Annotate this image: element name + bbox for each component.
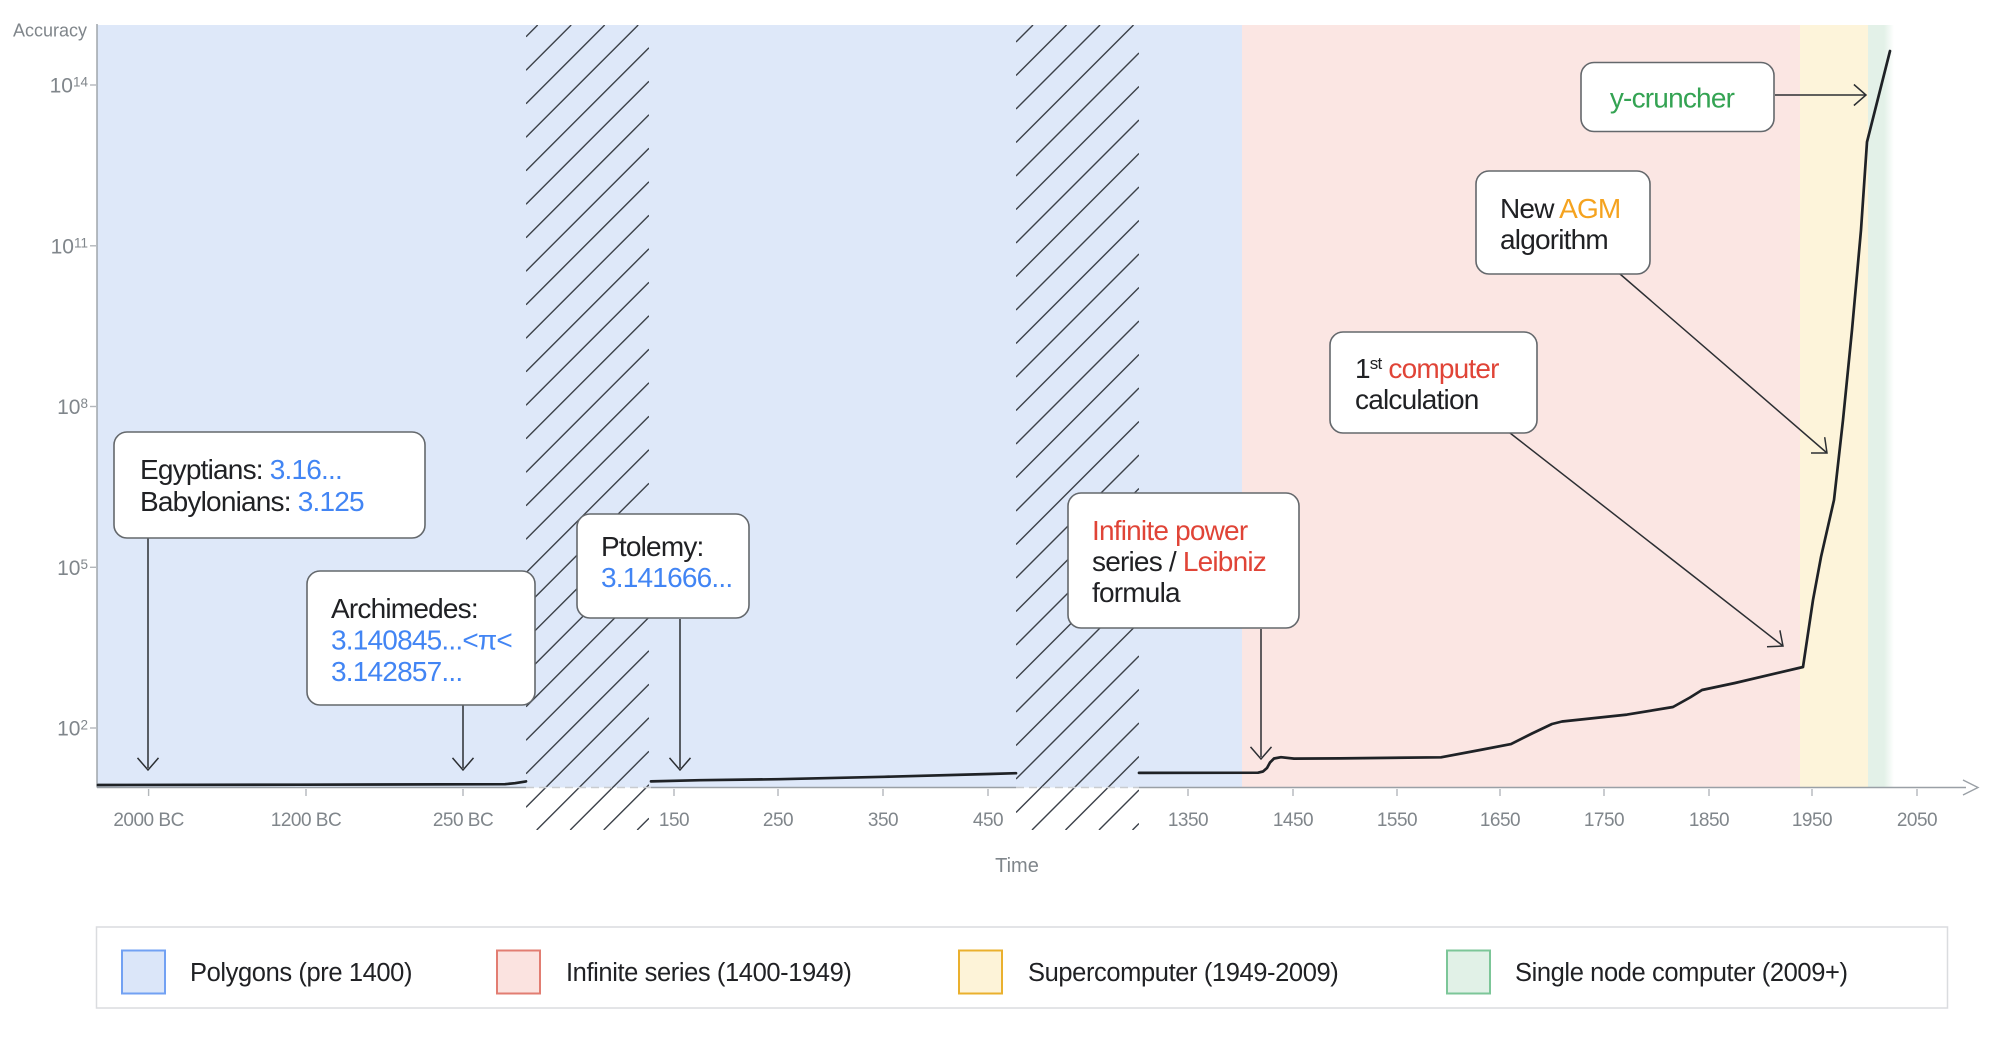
svg-text:2000 BC: 2000 BC [113, 810, 183, 831]
svg-text:Polygons (pre 1400): Polygons (pre 1400) [190, 959, 412, 987]
svg-text:105: 105 [57, 557, 88, 580]
svg-text:New AGM: New AGM [1500, 193, 1620, 224]
svg-text:1st computer: 1st computer [1355, 353, 1499, 384]
svg-text:3.142857...: 3.142857... [331, 656, 462, 687]
svg-text:Supercomputer (1949-2009): Supercomputer (1949-2009) [1028, 959, 1338, 987]
svg-text:formula: formula [1092, 577, 1181, 608]
svg-text:1200 BC: 1200 BC [271, 810, 341, 831]
svg-text:3.141666...: 3.141666... [601, 562, 732, 593]
svg-text:1950: 1950 [1792, 810, 1832, 831]
svg-text:Time: Time [995, 855, 1039, 877]
svg-text:250 BC: 250 BC [433, 810, 493, 831]
svg-text:Babylonians: 3.125: Babylonians: 3.125 [140, 486, 364, 517]
svg-text:1350: 1350 [1168, 810, 1208, 831]
svg-text:1750: 1750 [1584, 810, 1624, 831]
svg-text:350: 350 [868, 810, 898, 831]
svg-text:Single node computer (2009+): Single node computer (2009+) [1515, 959, 1848, 987]
svg-text:Egyptians: 3.16...: Egyptians: 3.16... [140, 454, 342, 485]
svg-text:1850: 1850 [1689, 810, 1729, 831]
svg-text:150: 150 [659, 810, 689, 831]
svg-text:algorithm: algorithm [1500, 224, 1608, 255]
svg-text:Infinite power: Infinite power [1092, 515, 1248, 546]
svg-text:Infinite series (1400-1949): Infinite series (1400-1949) [566, 959, 851, 987]
svg-text:1650: 1650 [1480, 810, 1520, 831]
svg-text:1450: 1450 [1273, 810, 1313, 831]
svg-text:250: 250 [763, 810, 793, 831]
svg-text:1550: 1550 [1377, 810, 1417, 831]
svg-text:Ptolemy:: Ptolemy: [601, 531, 704, 562]
svg-text:3.140845...<π<: 3.140845...<π< [331, 625, 512, 656]
svg-text:108: 108 [57, 396, 88, 419]
svg-text:450: 450 [973, 810, 1003, 831]
svg-text:102: 102 [57, 718, 88, 741]
svg-text:series / Leibniz: series / Leibniz [1092, 546, 1266, 577]
svg-text:Archimedes:: Archimedes: [331, 593, 478, 624]
svg-text:2050: 2050 [1897, 810, 1937, 831]
svg-text:Accuracy: Accuracy [13, 21, 87, 41]
svg-text:y-cruncher: y-cruncher [1610, 83, 1735, 114]
svg-text:calculation: calculation [1355, 384, 1479, 415]
